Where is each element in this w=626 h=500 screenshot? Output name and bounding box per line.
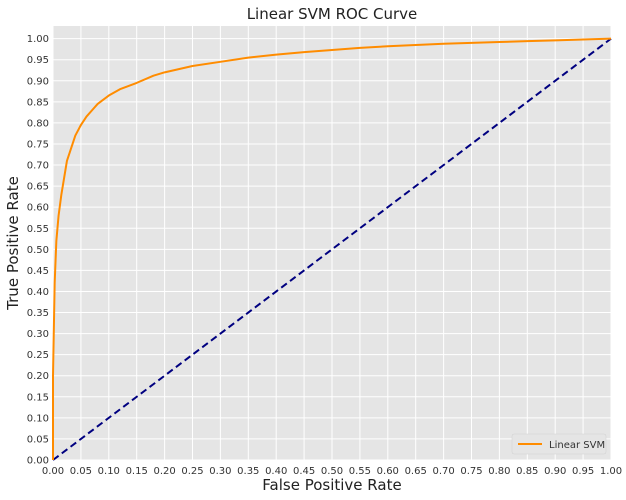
y-axis-label: True Positive Rate [4, 176, 22, 311]
x-tick-label: 0.65 [405, 466, 427, 477]
x-tick-label: 0.85 [516, 466, 538, 477]
x-tick-label: 0.15 [126, 466, 148, 477]
x-tick-label: 0.95 [572, 466, 594, 477]
x-tick-label: 0.45 [293, 466, 315, 477]
y-tick-label: 0.10 [27, 413, 49, 424]
y-tick-label: 0.50 [27, 245, 49, 256]
grid-lines [52, 26, 612, 461]
x-tick-label: 0.05 [70, 466, 92, 477]
x-tick-label: 0.70 [432, 466, 454, 477]
legend-box [511, 433, 607, 455]
x-tick-label: 0.50 [321, 466, 343, 477]
y-tick-label: 0.35 [27, 308, 49, 319]
y-tick-label: 0.20 [27, 371, 49, 382]
x-tick-label: 0.25 [181, 466, 203, 477]
y-tick-label: 0.65 [27, 182, 49, 193]
y-tick-label: 0.40 [27, 287, 49, 298]
y-tick-label: 0.90 [27, 76, 49, 87]
legend: Linear SVM [511, 433, 607, 455]
x-tick-label: 0.30 [209, 466, 231, 477]
y-tick-label: 1.00 [27, 34, 49, 45]
x-tick-label: 0.55 [349, 466, 371, 477]
y-tick-label: 0.55 [27, 224, 49, 235]
legend-label-linear-svm: Linear SVM [549, 440, 605, 451]
diagonal-chance-line [52, 37, 612, 461]
x-tick-label: 1.00 [600, 466, 622, 477]
x-tick-label: 0.75 [460, 466, 482, 477]
y-tick-label: 0.70 [27, 161, 49, 172]
y-tick-label: 0.00 [27, 456, 49, 467]
y-tick-label: 0.05 [27, 434, 49, 445]
y-tick-labels: 0.00 0.05 0.10 0.15 0.20 0.25 0.30 0.35 0.40 0.45… [27, 34, 49, 466]
y-tick-label: 0.60 [27, 203, 49, 214]
x-tick-label: 0.90 [544, 466, 566, 477]
x-tick-label: 0.00 [42, 466, 64, 477]
y-tick-label: 0.30 [27, 329, 49, 340]
y-tick-label: 0.95 [27, 55, 49, 66]
x-tick-label: 0.80 [488, 466, 510, 477]
y-tick-label: 0.25 [27, 350, 49, 361]
chart-title: Linear SVM ROC Curve [247, 5, 418, 23]
y-tick-label: 0.75 [27, 139, 49, 150]
y-tick-label: 0.45 [27, 266, 49, 277]
x-tick-label: 0.60 [377, 466, 399, 477]
y-tick-label: 0.15 [27, 392, 49, 403]
x-tick-label: 0.35 [237, 466, 259, 477]
y-tick-label: 0.80 [27, 118, 49, 129]
roc-curve-line [52, 37, 612, 460]
x-tick-label: 0.40 [265, 466, 287, 477]
x-tick-label: 0.20 [153, 466, 175, 477]
series-layer [52, 37, 612, 461]
x-tick-labels: 0.00 0.05 0.10 0.15 0.20 0.25 0.30 0.35 0.40 0.45… [42, 466, 622, 477]
y-tick-label: 0.85 [27, 97, 49, 108]
x-tick-label: 0.10 [98, 466, 120, 477]
x-axis-label: False Positive Rate [262, 476, 401, 494]
